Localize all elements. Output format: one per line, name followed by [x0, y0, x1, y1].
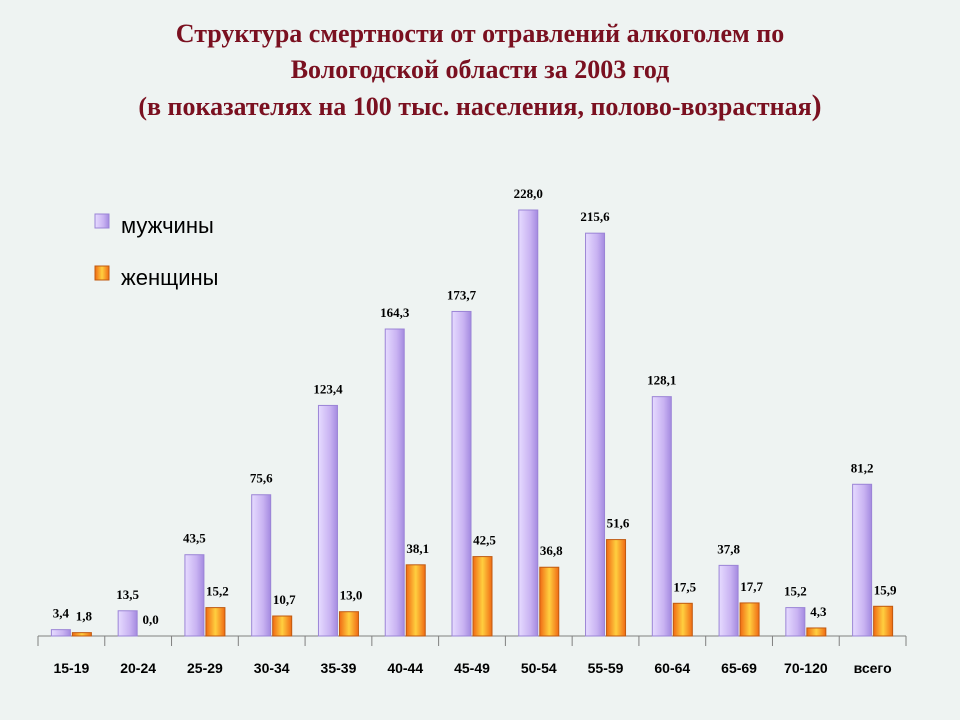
legend: мужчины женщины — [94, 213, 218, 290]
legend-swatch-women — [94, 265, 110, 281]
x-tick-label-30-34: 30-34 — [254, 660, 290, 676]
data-label-men-40-44: 164,3 — [380, 305, 410, 320]
data-label-men-50-54: 228,0 — [514, 186, 543, 201]
bar-women-40-44 — [405, 564, 426, 637]
legend-item-women: женщины — [94, 265, 218, 290]
bar-men-15-19 — [50, 629, 71, 637]
data-label-men-65-69: 37,8 — [717, 541, 740, 556]
legend-swatch-men — [94, 213, 110, 229]
bar-men-55-59 — [585, 232, 606, 637]
data-label-men-25-29: 43,5 — [183, 531, 206, 546]
legend-label-women: женщины — [121, 265, 218, 290]
data-label-women-40-44: 38,1 — [406, 541, 429, 556]
x-tick-label-50-54: 50-54 — [521, 660, 557, 676]
x-tick-label-60-64: 60-64 — [654, 660, 690, 676]
x-tick-label-всего: всего — [854, 660, 892, 676]
title-line-3: (в показателях на 100 тыс. населения, по… — [0, 88, 960, 125]
title-line-1: Структура смертности от отравлений алког… — [175, 19, 785, 48]
data-label-women-всего: 15,9 — [874, 582, 897, 597]
data-label-women-70-120: 4,3 — [810, 604, 827, 619]
bar-women-45-49 — [472, 556, 493, 637]
legend-item-men: мужчины — [94, 213, 214, 238]
bar-men-35-39 — [317, 404, 338, 637]
data-label-men-45-49: 173,7 — [447, 287, 477, 302]
bar-men-40-44 — [384, 328, 405, 637]
x-tick-label-70-120: 70-120 — [784, 660, 828, 676]
data-label-women-50-54: 36,8 — [540, 543, 563, 558]
x-tick-label-15-19: 15-19 — [53, 660, 89, 676]
x-tick-label-25-29: 25-29 — [187, 660, 223, 676]
bar-men-всего — [852, 483, 873, 637]
bar-women-55-59 — [606, 539, 627, 637]
data-label-women-60-64: 17,5 — [673, 579, 696, 594]
data-label-men-15-19: 3,4 — [53, 606, 70, 621]
data-label-women-45-49: 42,5 — [473, 533, 496, 548]
data-label-women-65-69: 17,7 — [740, 579, 763, 594]
bar-women-15-19 — [71, 632, 92, 637]
bar-women-30-34 — [272, 615, 293, 637]
bar-women-35-39 — [338, 611, 359, 637]
bar-women-60-64 — [672, 602, 693, 637]
data-label-women-15-19: 1,8 — [76, 609, 93, 624]
bar-men-70-120 — [785, 607, 806, 637]
data-label-women-25-29: 15,2 — [206, 584, 229, 599]
bar-men-50-54 — [518, 209, 539, 637]
bar-women-25-29 — [205, 607, 226, 637]
plot-area: 3,4 1,8 15-19 13,5 0,0 20-24 43,5 15,2 25-29 75,6… — [37, 186, 907, 676]
x-tick-label-65-69: 65-69 — [721, 660, 757, 676]
bar-men-20-24 — [117, 610, 138, 637]
data-label-men-всего: 81,2 — [851, 460, 874, 475]
bar-women-65-69 — [739, 602, 760, 637]
bar-men-60-64 — [651, 396, 672, 637]
x-tick-label-20-24: 20-24 — [120, 660, 156, 676]
data-label-men-20-24: 13,5 — [116, 587, 139, 602]
bar-men-45-49 — [451, 310, 472, 637]
bar-women-всего — [873, 605, 894, 637]
data-label-men-70-120: 15,2 — [784, 584, 807, 599]
bar-men-65-69 — [718, 564, 739, 637]
x-tick-label-45-49: 45-49 — [454, 660, 490, 676]
data-label-men-30-34: 75,6 — [250, 471, 273, 486]
data-label-men-35-39: 123,4 — [313, 381, 343, 396]
title-line-3-text: (в показателях на 100 тыс. населения, по… — [138, 92, 812, 121]
data-label-women-20-24: 0,0 — [143, 612, 159, 627]
data-label-men-55-59: 215,6 — [580, 209, 610, 224]
title-line-2: Вологодской области за 2003 год — [290, 55, 670, 84]
data-label-women-30-34: 10,7 — [273, 592, 296, 607]
bar-women-70-120 — [806, 627, 827, 637]
legend-label-men: мужчины — [121, 213, 214, 238]
x-tick-label-35-39: 35-39 — [321, 660, 357, 676]
chart-title: Структура смертности от отравлений алког… — [0, 16, 960, 125]
data-label-women-35-39: 13,0 — [340, 588, 363, 603]
data-label-women-55-59: 51,6 — [607, 516, 630, 531]
bar-men-30-34 — [251, 494, 272, 637]
bar-women-50-54 — [539, 566, 560, 637]
title-line-3-paren: ) — [811, 89, 822, 122]
x-tick-label-40-44: 40-44 — [387, 660, 423, 676]
data-label-men-60-64: 128,1 — [647, 373, 676, 388]
bar-men-25-29 — [184, 554, 205, 637]
x-tick-label-55-59: 55-59 — [588, 660, 624, 676]
